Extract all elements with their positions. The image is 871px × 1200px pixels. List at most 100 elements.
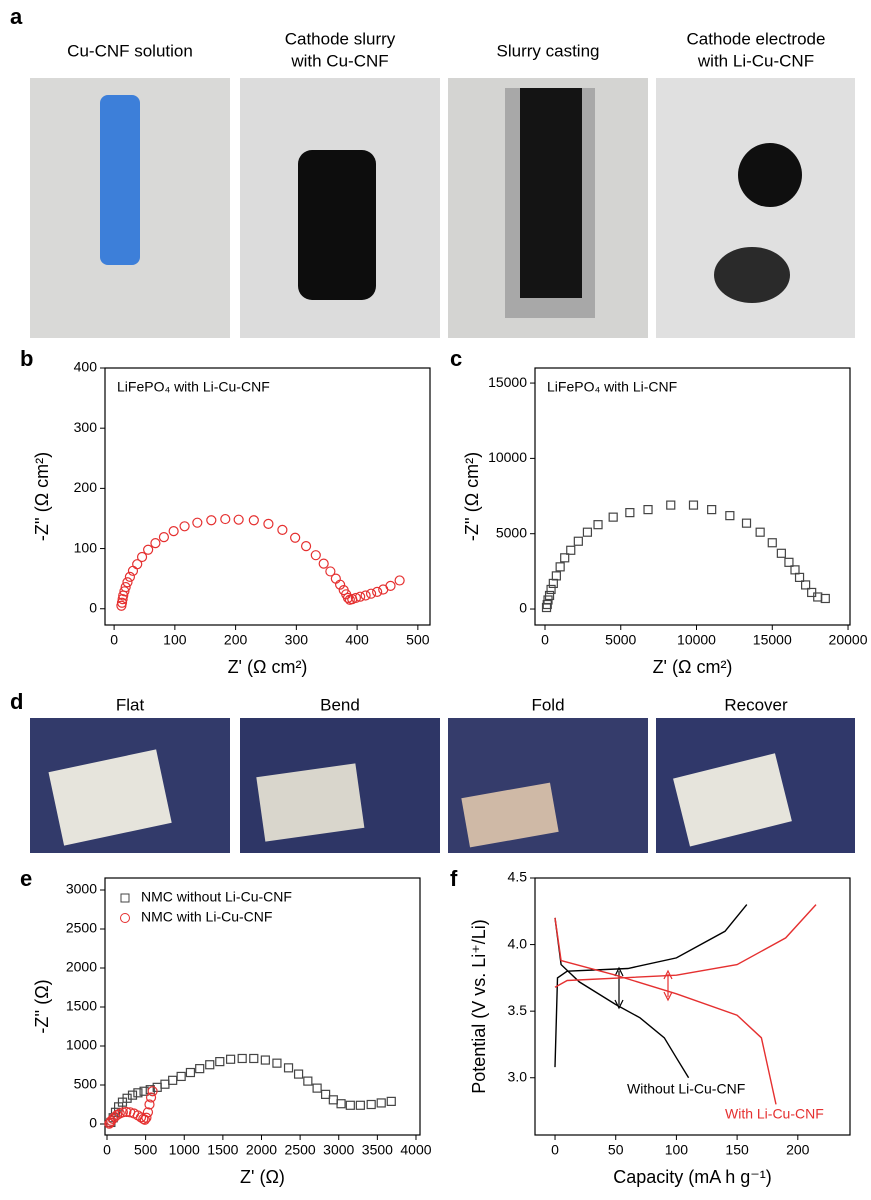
stack xyxy=(714,247,790,303)
x-tick-label: 10000 xyxy=(677,632,716,648)
marker xyxy=(283,1063,294,1073)
marker xyxy=(544,590,555,601)
photo-caption: Flat xyxy=(116,695,145,714)
marker xyxy=(625,508,635,518)
marker xyxy=(168,1075,178,1085)
plot-frame xyxy=(104,877,421,1136)
x-tick-label: 2000 xyxy=(246,1142,277,1158)
plot-title: LiFePO₄ with Li-CNF xyxy=(547,379,677,395)
marker xyxy=(394,575,405,586)
photo-caption: Bend xyxy=(320,695,360,714)
marker xyxy=(555,562,565,572)
marker xyxy=(360,590,371,601)
marker xyxy=(248,515,259,526)
curve xyxy=(554,904,817,988)
x-tick-label: 500 xyxy=(406,632,430,648)
marker xyxy=(111,1109,123,1121)
marker xyxy=(725,511,735,521)
marker xyxy=(608,512,618,522)
panel-label: e xyxy=(20,866,32,891)
marker xyxy=(205,1060,215,1070)
marker xyxy=(144,1099,155,1110)
y-axis-label: -Z'' (Ω cm²) xyxy=(32,452,52,541)
photo-caption: Cathode electrode xyxy=(687,29,826,48)
x-tick-label: 5000 xyxy=(605,632,636,648)
marker xyxy=(272,1058,282,1068)
marker xyxy=(176,1071,186,1082)
panel-label: c xyxy=(450,346,462,371)
marker xyxy=(141,1112,152,1123)
marker xyxy=(185,1067,196,1078)
marker xyxy=(293,1069,304,1079)
panel-label: a xyxy=(10,4,23,29)
x-tick-label: 3000 xyxy=(323,1142,354,1158)
x-axis-label: Z' (Ω) xyxy=(240,1167,285,1187)
y-tick-label: 5000 xyxy=(496,524,527,540)
marker xyxy=(136,551,148,563)
arrows xyxy=(614,966,673,1010)
marker xyxy=(122,1093,132,1103)
marker xyxy=(801,580,811,590)
marker xyxy=(372,586,383,597)
photo-caption: Fold xyxy=(531,695,564,714)
marker xyxy=(158,532,170,543)
y-tick-label: 0 xyxy=(519,600,527,616)
x-tick-label: 15000 xyxy=(753,632,792,648)
marker xyxy=(127,1090,138,1100)
marker xyxy=(755,527,765,537)
x-tick-label: 200 xyxy=(786,1142,810,1158)
marker xyxy=(643,505,653,515)
marker xyxy=(168,526,179,537)
x-axis-label: Capacity (mA h g⁻¹) xyxy=(613,1167,772,1187)
marker xyxy=(110,1107,121,1117)
x-tick-label: 4000 xyxy=(400,1142,431,1158)
marker xyxy=(350,592,361,604)
plot-area xyxy=(541,500,830,613)
marker xyxy=(820,593,830,604)
marker xyxy=(707,505,717,515)
marker xyxy=(117,1107,128,1118)
marker xyxy=(237,1053,247,1064)
marker xyxy=(376,1098,386,1108)
marker xyxy=(593,520,603,530)
marker xyxy=(546,584,556,595)
y-tick-label: 300 xyxy=(74,419,98,435)
marker xyxy=(143,544,154,555)
marker xyxy=(150,538,161,549)
x-tick-label: 400 xyxy=(345,632,369,648)
marker xyxy=(560,553,570,563)
marker xyxy=(790,565,800,575)
y-axis-label: Potential (V vs. Li⁺/Li) xyxy=(469,919,489,1094)
x-tick-label: 2500 xyxy=(285,1142,316,1158)
marker xyxy=(548,578,558,589)
photo-caption: Recover xyxy=(724,695,788,714)
y-axis-label: -Z'' (Ω) xyxy=(32,979,52,1033)
plot-frame xyxy=(534,877,851,1136)
y-tick-label: 400 xyxy=(74,359,98,375)
marker xyxy=(277,524,288,536)
marker xyxy=(263,518,274,529)
plot-area xyxy=(554,904,817,1105)
marker xyxy=(133,1088,143,1098)
marker xyxy=(124,571,136,582)
marker xyxy=(334,579,346,590)
photo-caption: Slurry casting xyxy=(497,41,600,60)
marker xyxy=(260,1055,270,1065)
y-tick-label: 15000 xyxy=(488,374,527,390)
x-axis-label: Z' (Ω cm²) xyxy=(653,657,733,677)
marker xyxy=(119,586,130,597)
marker xyxy=(345,1100,355,1110)
legend-label: NMC without Li-Cu-CNF xyxy=(141,889,292,905)
pouch xyxy=(48,749,172,846)
plot-area xyxy=(116,513,405,611)
y-tick-label: 2000 xyxy=(66,959,97,975)
y-tick-label: 1500 xyxy=(66,998,97,1014)
y-tick-label: 10000 xyxy=(488,449,527,465)
plot-area xyxy=(104,1053,396,1129)
marker xyxy=(776,548,786,558)
marker xyxy=(179,521,190,532)
x-tick-label: 100 xyxy=(665,1142,689,1158)
marker xyxy=(330,573,341,584)
x-axis-label: Z' (Ω cm²) xyxy=(228,657,308,677)
y-tick-label: 200 xyxy=(74,479,98,495)
